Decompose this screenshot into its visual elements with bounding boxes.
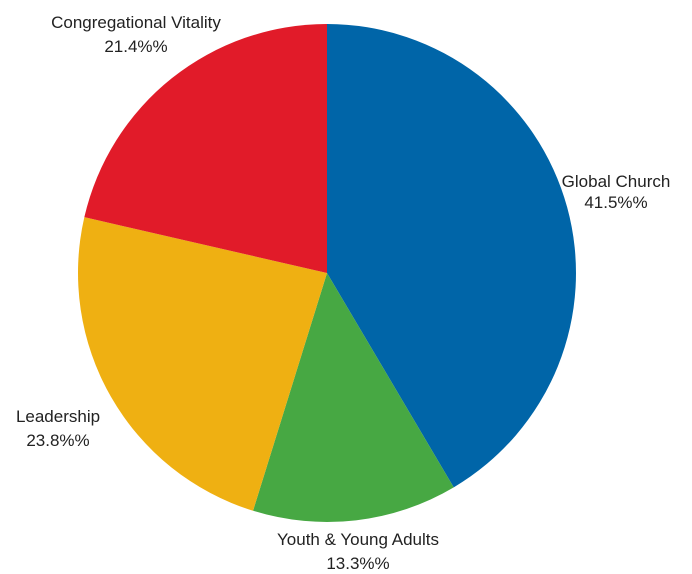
slice-label-leadership: Leadership <box>16 407 100 426</box>
pie-slice-congregational-vitality <box>84 24 327 273</box>
slice-value-global-church: 41.5%% <box>584 193 647 212</box>
slice-value-leadership: 23.8%% <box>26 431 89 450</box>
pie-slices <box>77 24 576 522</box>
pie-slice-youth-young-adults <box>253 273 454 522</box>
slice-label-youth-young-adults: Youth & Young Adults <box>277 530 439 549</box>
slice-value-youth-young-adults: 13.3%% <box>326 554 389 573</box>
slice-labels: Global Church 41.5%% Youth & Young Adult… <box>16 13 670 573</box>
slice-label-global-church: Global Church <box>562 172 671 191</box>
slice-label-congregational-vitality: Congregational Vitality <box>51 13 221 32</box>
pie-slice-global-church <box>327 24 576 488</box>
pie-slice-leadership <box>77 217 327 511</box>
slice-value-congregational-vitality: 21.4%% <box>104 37 167 56</box>
